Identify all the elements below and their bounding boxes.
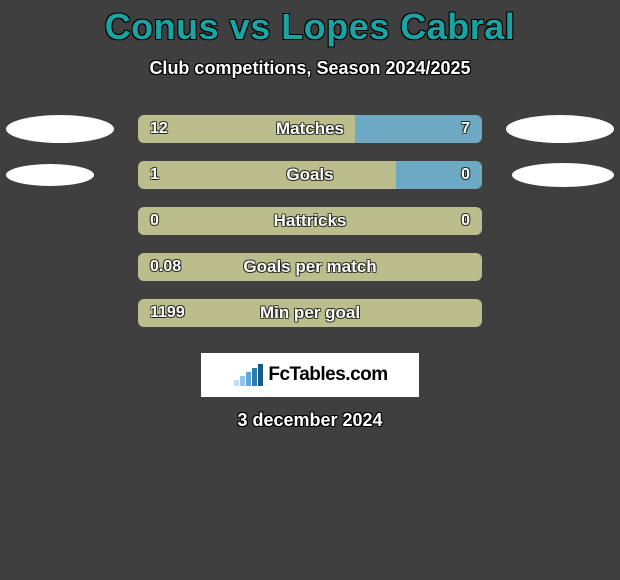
- stat-value-right: 7: [461, 115, 470, 143]
- subtitle: Club competitions, Season 2024/2025: [0, 58, 620, 79]
- stat-label: Matches: [138, 115, 482, 143]
- stat-bar: Goals per match0.08: [138, 253, 482, 281]
- comparison-widget: Conus vs Lopes Cabral Club competitions,…: [0, 0, 620, 580]
- stat-value-left: 1: [150, 161, 159, 189]
- player-left-ellipse: [6, 115, 114, 143]
- stat-label: Min per goal: [138, 299, 482, 327]
- stat-value-right: 0: [461, 207, 470, 235]
- stat-bar: Hattricks0 0: [138, 207, 482, 235]
- player-right-ellipse: [512, 163, 614, 187]
- stat-bar: Matches12 7: [138, 115, 482, 143]
- fctables-logo: FcTables.com: [201, 353, 419, 397]
- bars-area: Matches127Goals10Hattricks00Goals per ma…: [0, 115, 620, 345]
- logo-text: FcTables.com: [268, 364, 387, 386]
- stat-value-left: 1199: [150, 299, 185, 327]
- player-right-ellipse: [506, 115, 614, 143]
- stat-label: Hattricks: [138, 207, 482, 235]
- page-title: Conus vs Lopes Cabral: [0, 0, 620, 48]
- stat-row: Matches12 7: [0, 115, 620, 143]
- stat-bar: Goals1 0: [138, 161, 482, 189]
- player-left-ellipse: [6, 164, 94, 186]
- stat-label: Goals: [138, 161, 482, 189]
- stat-row: Hattricks0 0: [0, 207, 620, 235]
- stat-row: Goals1 0: [0, 161, 620, 189]
- stat-row: Min per goal1199: [0, 299, 620, 327]
- stat-row: Goals per match0.08: [0, 253, 620, 281]
- stat-value-left: 0: [150, 207, 159, 235]
- stat-value-left: 0.08: [150, 253, 181, 281]
- stat-value-left: 12: [150, 115, 168, 143]
- stat-label: Goals per match: [138, 253, 482, 281]
- stat-bar: Min per goal1199: [138, 299, 482, 327]
- bars-icon: [232, 362, 264, 388]
- stat-value-right: 0: [461, 161, 470, 189]
- date-label: 3 december 2024: [0, 410, 620, 431]
